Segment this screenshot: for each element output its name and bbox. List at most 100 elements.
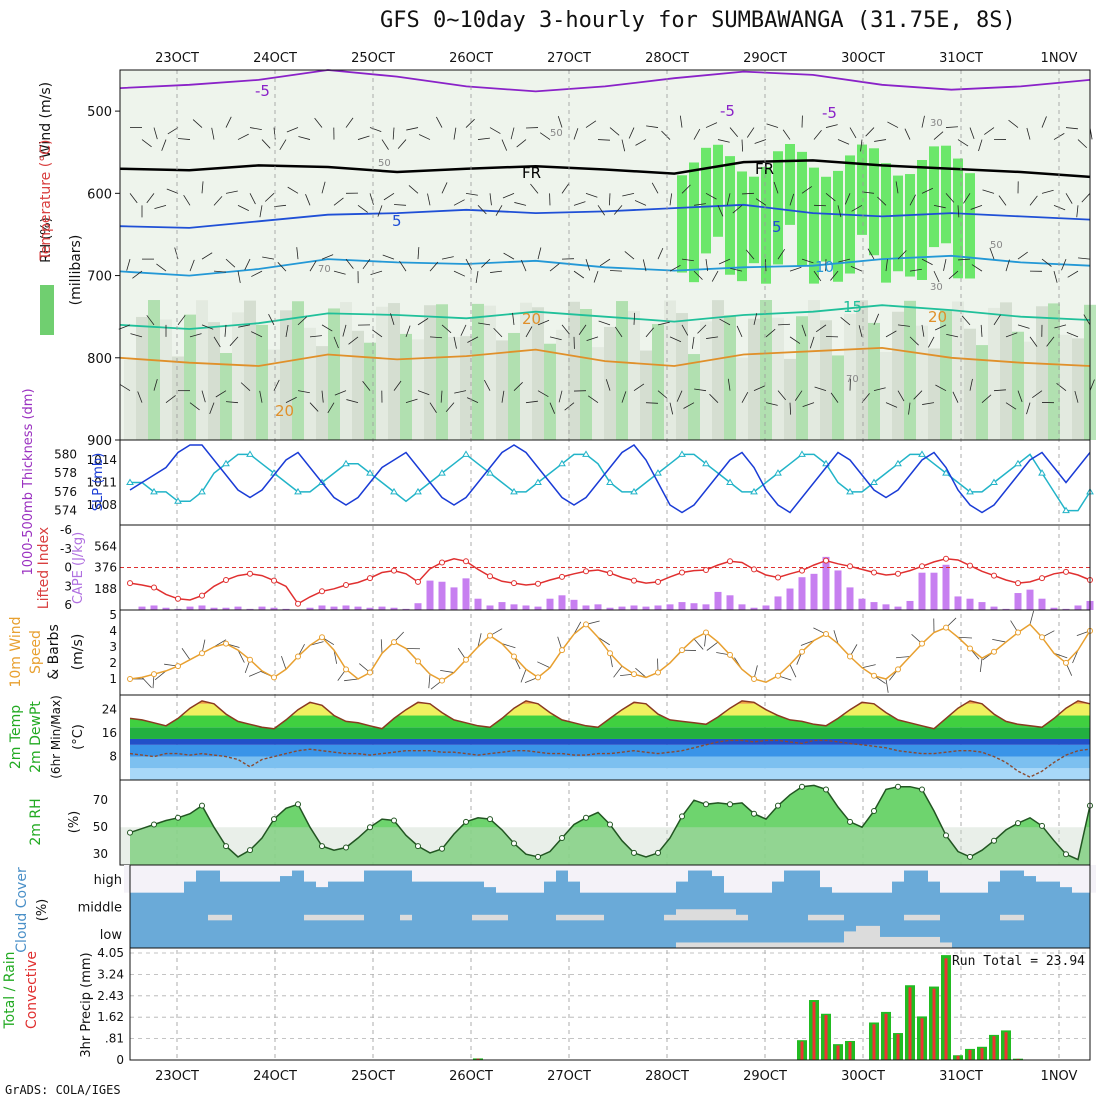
wind-barb [393, 380, 402, 391]
wind-barb [298, 136, 311, 140]
lifted-index-point [703, 567, 709, 573]
wind-barb [394, 204, 407, 206]
wind-barb [858, 325, 863, 337]
cape-bar [642, 606, 650, 610]
ytick-label-slp: 1011 [86, 476, 117, 490]
rh-high-shade [953, 158, 963, 279]
wind-barb [865, 127, 875, 137]
rh-shade [436, 304, 448, 440]
wind-barb [264, 193, 275, 202]
wind-barb [1074, 390, 1079, 403]
thickness-point [726, 478, 734, 485]
wind-barb [240, 382, 251, 391]
wind-barb [801, 258, 814, 264]
cloud-clear-high [724, 865, 736, 893]
lifted-index-point [415, 578, 421, 585]
cape-bar [678, 602, 686, 610]
contour-label: -5 [255, 82, 270, 100]
wind-barb-10m [1029, 610, 1035, 625]
wind-barb [935, 384, 947, 392]
wind-barb [429, 402, 437, 413]
contour-label: 5 [772, 218, 782, 236]
wind-barb [948, 270, 959, 280]
cloud-clear-high [196, 865, 208, 871]
wind-barb [309, 402, 319, 412]
wind-barb [745, 249, 755, 260]
cloud-fill-low [796, 942, 808, 948]
wind-barb [251, 270, 263, 277]
wind-barb-10m [141, 677, 152, 688]
wind-barb [681, 184, 691, 194]
thickness-point [1062, 506, 1070, 514]
wind-barb [718, 258, 731, 265]
wind-barb [465, 192, 478, 196]
xtick-label-top: 30OCT [841, 51, 885, 66]
rh-point [223, 843, 229, 850]
lifted-index-point [439, 559, 445, 566]
precip-convective-bar [812, 1001, 816, 1060]
cloud-clear-high [760, 865, 772, 893]
rh-shade [388, 303, 400, 440]
xtick-label-bottom: 25OCT [351, 1069, 395, 1084]
wind-barb [862, 191, 875, 194]
wind-barb [719, 318, 731, 326]
wind-barb [943, 259, 947, 271]
wind-barb [676, 390, 683, 402]
cape-bar [882, 604, 890, 610]
wind-barb [645, 402, 659, 404]
cape-bar [474, 598, 482, 610]
cape-bar [246, 608, 254, 610]
thickness-point [582, 450, 590, 457]
wind-barb [830, 392, 839, 403]
wind-speed-point [223, 640, 229, 647]
wind-speed-point [727, 651, 733, 658]
cape-bar [606, 607, 614, 610]
rh-shade [856, 300, 868, 440]
wind-barb [549, 402, 556, 414]
wind-barb [651, 182, 659, 194]
wind-barb [860, 139, 863, 152]
lifted-index-point [343, 582, 349, 588]
lifted-index-point [943, 555, 949, 562]
wind-barb [1046, 336, 1055, 347]
cape-bar [234, 606, 242, 610]
wind-speed-point [1039, 634, 1045, 641]
isotherm-t15 [119, 304, 1091, 330]
wind-speed-point [127, 675, 133, 682]
wind-barb [628, 127, 635, 139]
cloud-clear-high [148, 865, 160, 893]
wind-barb [441, 256, 454, 260]
rh-point [751, 810, 757, 817]
wind-barb [1067, 270, 1079, 278]
wind-barb [773, 181, 779, 194]
wind-speed-point [799, 648, 805, 655]
wind-barb [609, 270, 623, 272]
wind-barb [970, 204, 983, 210]
cloud-fill-low [880, 936, 892, 948]
wind-barb-10m [181, 648, 191, 660]
wind-barb-10m [861, 664, 876, 669]
wind-barb [782, 129, 791, 140]
precip-convective-bar [1004, 1032, 1008, 1060]
lifted-index-point [463, 558, 469, 565]
grads-credit: GrADS: COLA/IGES [5, 1083, 121, 1097]
wind-barb [314, 117, 323, 128]
rh-shade [304, 327, 316, 440]
wind-barb-10m [573, 621, 582, 635]
cape-bar [798, 577, 806, 610]
wind-barb [766, 123, 779, 128]
wind-barb [1041, 258, 1052, 267]
ylabel-temperature: Temperature (°C) [38, 140, 54, 262]
wind-barb [621, 391, 627, 403]
wind-barb [730, 268, 743, 272]
ylabel-wind: Wind (m/s) [38, 82, 54, 158]
cloud-fill-middle [676, 909, 688, 921]
wind-barb [765, 328, 776, 338]
wind-barb [657, 321, 670, 326]
wind-barb [369, 127, 382, 133]
ytick-label-precip: 2.43 [97, 989, 124, 1003]
lifted-index-point [583, 568, 589, 575]
wind-barb [614, 326, 623, 338]
cloud-fill-middle [1012, 914, 1024, 921]
lifted-index-point [1015, 580, 1021, 587]
